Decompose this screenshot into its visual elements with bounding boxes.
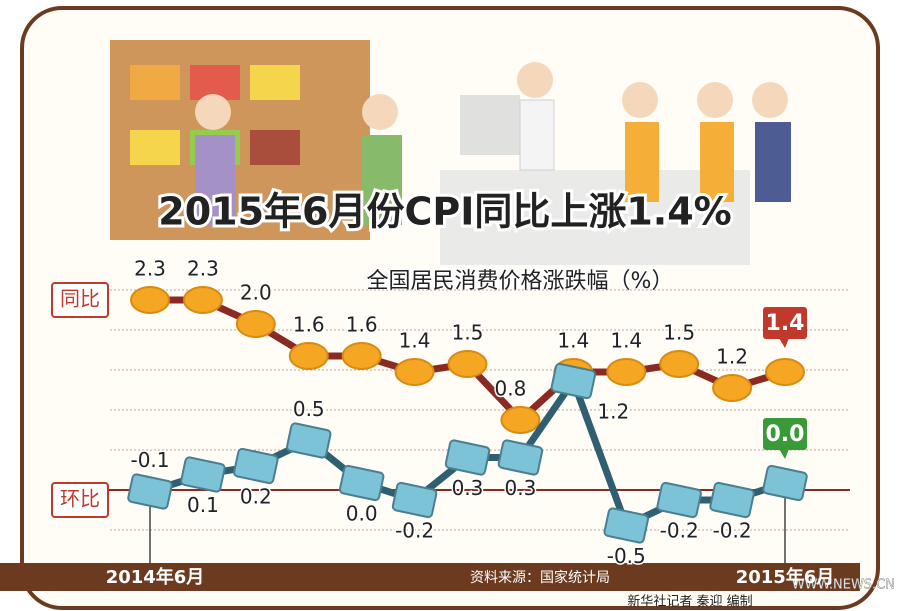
- calculator-marker: [286, 422, 332, 459]
- value-label: 1.5: [663, 321, 695, 345]
- coin-marker: [500, 406, 541, 434]
- coin-marker: [394, 358, 435, 386]
- value-label: 0.0: [346, 502, 378, 526]
- calculator-marker: [709, 481, 755, 519]
- value-label: -0.1: [130, 448, 169, 472]
- watermark: WWW.NEWS.CN: [792, 578, 895, 593]
- value-badge: [763, 307, 807, 339]
- calculator-marker: [127, 473, 173, 510]
- x-tick-label: 2014年6月: [106, 566, 205, 588]
- source: 资料来源：国家统计局: [470, 569, 610, 586]
- calculator-marker: [180, 456, 226, 493]
- value-label: 2.0: [240, 281, 272, 305]
- calculator-marker: [391, 481, 438, 519]
- value-label: 0.0: [766, 422, 805, 447]
- value-label: 1.4: [557, 329, 589, 353]
- calculator-marker: [444, 439, 491, 476]
- calculator-marker: [233, 447, 279, 485]
- value-label: 0.5: [293, 397, 325, 421]
- legend-box: [51, 282, 109, 318]
- calculator-marker: [762, 464, 808, 502]
- value-label: -0.2: [395, 519, 434, 543]
- legend-label: 同比: [60, 287, 100, 311]
- value-label: -0.2: [713, 519, 752, 543]
- value-label: 1.6: [346, 313, 378, 337]
- value-label: 1.5: [452, 321, 484, 345]
- value-label: 1.4: [766, 311, 805, 336]
- coin-marker: [659, 350, 700, 378]
- value-label: 1.4: [399, 329, 431, 353]
- value-label: 0.2: [240, 485, 272, 509]
- coin-marker: [765, 358, 805, 386]
- footer-bar: [0, 563, 860, 591]
- calculator-marker: [550, 362, 597, 400]
- coin-marker: [712, 374, 753, 402]
- value-label: -0.5: [607, 544, 646, 568]
- credit: 新华社记者 秦迎 编制: [627, 594, 752, 610]
- value-label: 1.4: [610, 329, 642, 353]
- value-label: 0.3: [452, 476, 484, 500]
- chart-title: 2015年6月份CPI同比上涨1.4%: [158, 190, 731, 234]
- coin-marker: [288, 342, 329, 370]
- value-label: 2.3: [134, 257, 166, 281]
- calculator-marker: [497, 439, 544, 476]
- legend-box: [51, 482, 109, 518]
- calculator-marker: [338, 464, 385, 502]
- illustration: [110, 40, 791, 265]
- value-label: 0.1: [187, 493, 219, 517]
- legend-label: 环比: [60, 487, 100, 511]
- value-badge-pointer: [779, 338, 789, 348]
- value-label: 1.2: [716, 345, 748, 369]
- value-badge: [763, 418, 807, 450]
- coin-marker: [130, 286, 170, 314]
- coin-marker: [341, 342, 382, 370]
- value-label: 0.3: [505, 476, 537, 500]
- value-badge-pointer: [779, 449, 789, 459]
- coin-marker: [606, 358, 647, 386]
- value-label: 2.3: [187, 257, 219, 281]
- coin-marker: [235, 310, 276, 338]
- value-label: 1.2: [597, 400, 629, 424]
- value-label: 1.6: [293, 313, 325, 337]
- calculator-marker: [656, 481, 702, 519]
- value-label: -0.2: [660, 519, 699, 543]
- value-label: 0.8: [495, 377, 527, 401]
- calculator-marker: [603, 507, 649, 544]
- coin-marker: [447, 350, 488, 378]
- x-tick-label: 2015年6月: [736, 566, 835, 588]
- coin-marker: [182, 286, 223, 314]
